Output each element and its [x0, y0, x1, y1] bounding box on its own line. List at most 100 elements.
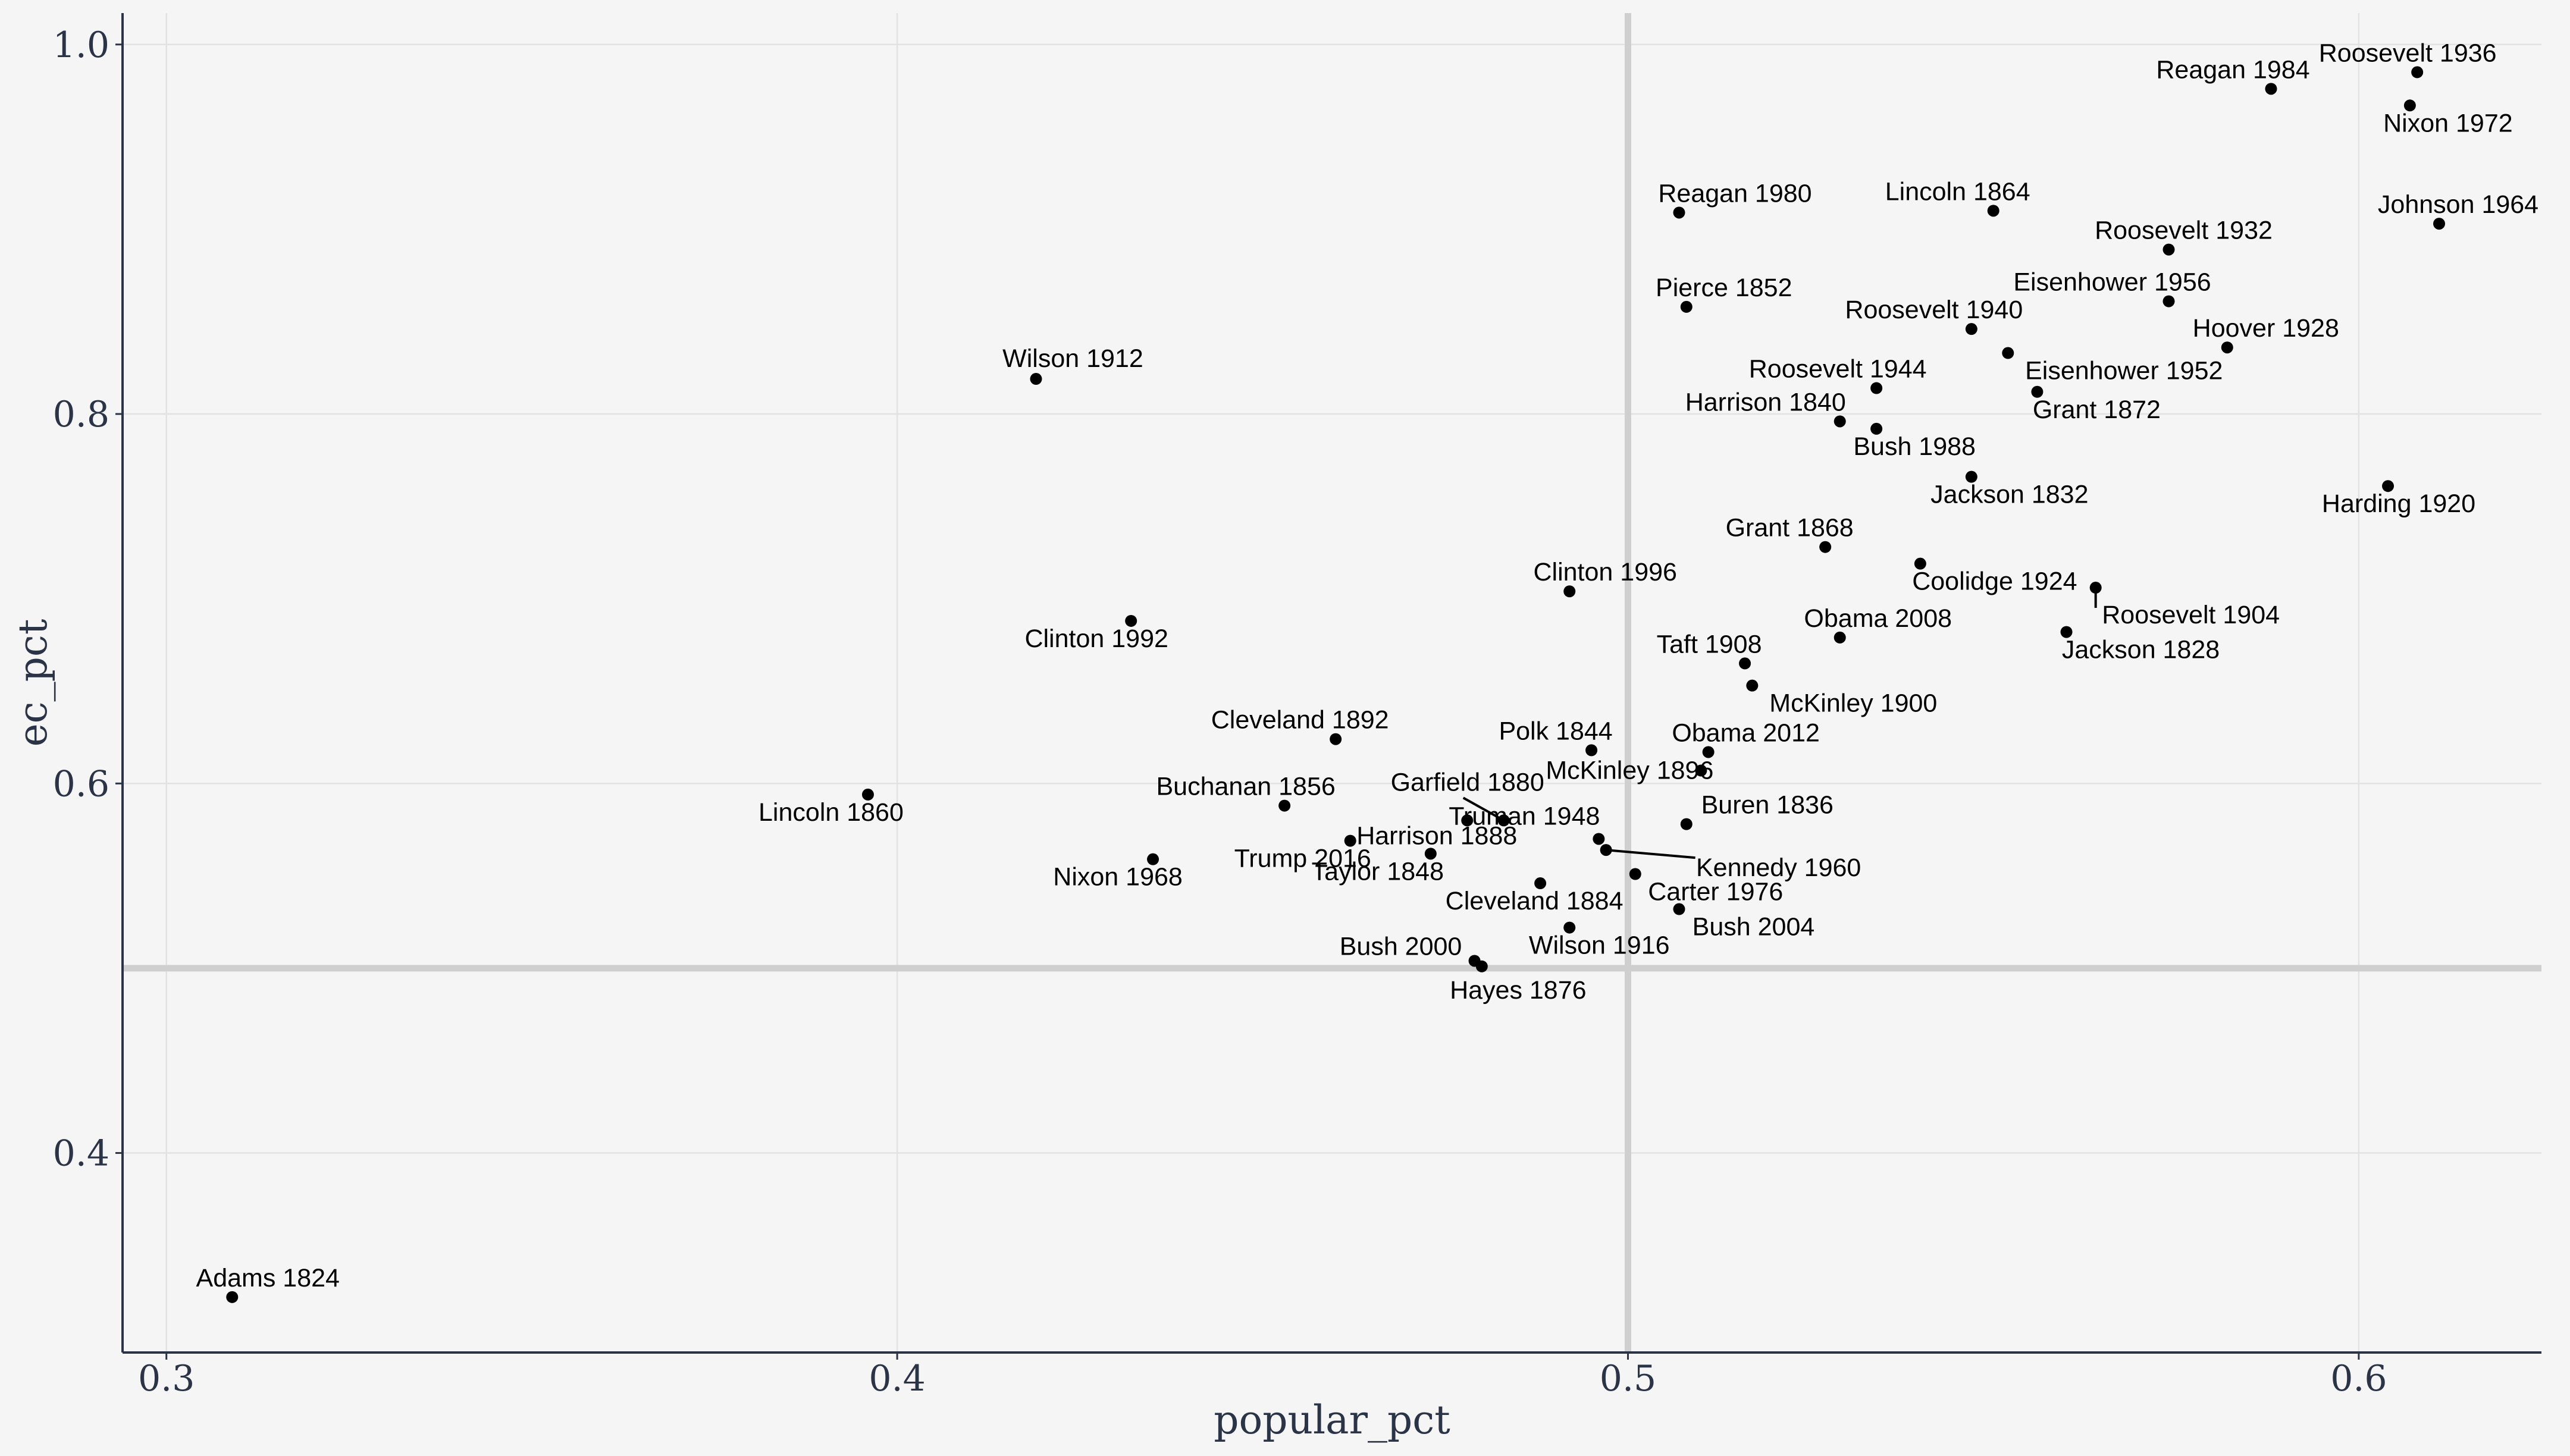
point-label: Eisenhower 1952	[2025, 357, 2223, 385]
point-label: Clinton 1992	[1024, 625, 1168, 653]
point-label: Lincoln 1860	[759, 798, 904, 827]
data-point	[2162, 295, 2175, 307]
data-point	[1600, 844, 1612, 856]
data-point	[1125, 614, 1137, 627]
data-points	[226, 66, 2446, 1303]
reference-lines	[123, 13, 2541, 1353]
data-point	[1461, 814, 1474, 827]
data-point	[1746, 679, 1759, 692]
data-point	[1870, 422, 1883, 435]
x-tick-label: 0.4	[869, 1358, 925, 1399]
point-label: Jackson 1828	[2062, 636, 2220, 664]
data-point	[1870, 382, 1883, 394]
point-label: Roosevelt 1932	[2095, 216, 2273, 245]
point-label: Hoover 1928	[2193, 314, 2339, 343]
point-label: Wilson 1916	[1529, 931, 1670, 960]
point-label: Buchanan 1856	[1156, 773, 1336, 801]
grid	[123, 13, 2541, 1353]
axes: 0.3 0.4 0.5 0.6 0.4 0.6 0.8 1.0	[53, 13, 2541, 1399]
point-label: Adams 1824	[196, 1264, 340, 1292]
point-label: Bush 1988	[1853, 432, 1976, 461]
x-axis-label: popular_pct	[1214, 1397, 1450, 1443]
data-point	[1673, 903, 1685, 915]
y-tick-label: 0.6	[53, 763, 109, 805]
point-label: Bush 2000	[1340, 932, 1462, 961]
point-label: Obama 2012	[1672, 718, 1820, 747]
point-label: Roosevelt 1904	[2102, 601, 2280, 629]
data-point	[2031, 385, 2044, 398]
data-point	[2411, 66, 2424, 79]
point-labels: Adams 1824 Lincoln 1860 Wilson 1912 Clinton…	[196, 39, 2539, 1292]
point-label: Roosevelt 1940	[1845, 296, 2023, 324]
y-tick-label: 0.4	[53, 1133, 109, 1175]
y-tick-label: 1.0	[53, 24, 109, 66]
point-label: Reagan 1984	[2156, 55, 2309, 84]
point-label: Roosevelt 1936	[2319, 39, 2497, 67]
point-label: Obama 2008	[1804, 604, 1952, 633]
data-point	[2002, 347, 2014, 359]
point-label: Harrison 1840	[1685, 388, 1846, 416]
point-label: Buren 1836	[1701, 791, 1834, 820]
point-label: Hayes 1876	[1450, 976, 1587, 1005]
data-point	[1673, 206, 1685, 219]
data-point	[1497, 814, 1510, 827]
data-point	[861, 788, 874, 801]
point-label: Trump 2016	[1234, 845, 1371, 873]
data-point	[2382, 480, 2395, 492]
point-label: Wilson 1912	[1002, 344, 1143, 373]
point-label: Truman 1948	[1449, 802, 1600, 830]
point-label: Carter 1976	[1648, 877, 1783, 906]
point-label: Grant 1872	[2033, 396, 2161, 424]
data-point	[2089, 582, 2102, 594]
y-axis-label: ec_pct	[10, 619, 56, 747]
data-point	[1819, 541, 1832, 553]
leader-line	[1462, 796, 1505, 822]
point-label: McKinley 1896	[1546, 757, 1713, 785]
data-point	[1585, 744, 1598, 757]
point-label: McKinley 1900	[1769, 689, 1937, 718]
y-tick-label: 0.8	[53, 394, 109, 435]
point-label: Harrison 1888	[1356, 821, 1517, 850]
leader-line	[1606, 849, 1695, 859]
point-label: Nixon 1968	[1053, 863, 1183, 892]
data-point	[2221, 341, 2233, 354]
data-point	[1680, 300, 1693, 313]
data-point	[1563, 585, 1576, 598]
point-label: Reagan 1980	[1658, 179, 1811, 208]
data-point	[2162, 243, 2175, 256]
data-point	[226, 1291, 239, 1303]
point-label: Cleveland 1884	[1446, 887, 1624, 915]
data-point	[1695, 764, 1707, 777]
point-label: Grant 1868	[1726, 514, 1854, 542]
point-label: Roosevelt 1944	[1749, 355, 1927, 384]
point-label: Polk 1844	[1499, 717, 1612, 745]
x-tick-label: 0.5	[1600, 1358, 1656, 1399]
data-point	[1147, 853, 1159, 865]
data-point	[2265, 83, 2277, 95]
data-point	[1475, 960, 1488, 972]
point-label: Coolidge 1924	[1912, 567, 2077, 596]
data-point	[1965, 470, 1977, 483]
data-point	[1739, 657, 1751, 670]
data-point	[1330, 733, 1342, 745]
data-point	[2403, 99, 2416, 112]
point-label: Taft 1908	[1657, 630, 1762, 658]
x-tick-label: 0.6	[2330, 1358, 2387, 1399]
data-point	[1278, 799, 1291, 812]
point-label: Jackson 1832	[1930, 481, 2088, 509]
data-point	[1965, 323, 1977, 335]
data-point	[1593, 833, 1605, 845]
data-point	[1344, 834, 1356, 847]
point-label: Clinton 1996	[1533, 558, 1676, 586]
data-point	[1834, 631, 1846, 644]
data-point	[1424, 848, 1437, 860]
data-point	[1987, 205, 1999, 217]
point-label: Pierce 1852	[1656, 274, 1792, 302]
point-label: Lincoln 1864	[1885, 177, 2030, 206]
point-label: Cleveland 1892	[1211, 706, 1389, 735]
data-point	[1702, 746, 1715, 758]
point-label: Eisenhower 1956	[2013, 268, 2211, 297]
data-point	[1629, 868, 1641, 880]
data-point	[2060, 626, 2073, 638]
